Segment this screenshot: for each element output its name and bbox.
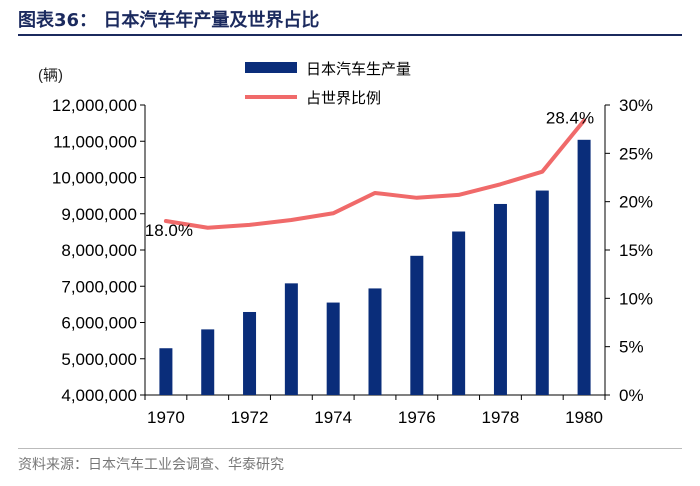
right-axis-tick-label: 10%: [619, 289, 653, 308]
source-note: 资料来源：日本汽车工业会调查、华泰研究: [18, 457, 284, 473]
bar-1979: [535, 190, 549, 395]
chart-area: (辆) 4,000,000 5,000,000 6,000,000 7,000,000…: [38, 61, 653, 427]
left-axis-tick-label: 10,000,000: [52, 169, 137, 188]
bar-1978: [493, 203, 507, 395]
left-axis-tick-label: 8,000,000: [61, 241, 137, 260]
data-labels: 18.0% 28.4%: [145, 108, 594, 240]
right-axis-tick-label: 30%: [619, 96, 653, 115]
data-label: 18.0%: [145, 221, 193, 240]
share-line: [163, 118, 587, 230]
x-axis-tick-label: 1972: [231, 408, 269, 427]
right-axis-tick-label: 25%: [619, 144, 653, 163]
bar-1976: [410, 255, 424, 395]
right-axis-tick-label: 0%: [619, 386, 644, 405]
axes: 4,000,000 5,000,000 6,000,000 7,000,000 8,00…: [52, 96, 653, 427]
x-axis-tick-label: 1970: [147, 408, 185, 427]
y-unit-label: (辆): [38, 67, 63, 84]
x-axis-tick-label: 1974: [314, 408, 352, 427]
left-axis-tick-label: 5,000,000: [61, 350, 137, 369]
left-axis-tick-label: 4,000,000: [61, 386, 137, 405]
x-axis-tick-label: 1980: [565, 408, 603, 427]
left-axis-tick-label: 11,000,000: [53, 132, 137, 151]
bar-1972: [243, 311, 257, 395]
legend-label-line: 占世界比例: [306, 90, 381, 107]
bar-1980: [577, 139, 591, 395]
left-axis-tick-label: 7,000,000: [61, 277, 137, 296]
title-divider: [18, 34, 682, 36]
left-axis-tick-label: 9,000,000: [61, 205, 137, 224]
bar-1974: [326, 302, 340, 395]
footer-divider: [18, 448, 682, 449]
bar-1971: [201, 329, 215, 395]
data-label: 28.4%: [546, 108, 594, 127]
x-axis-tick-label: 1976: [398, 408, 436, 427]
bar-1970: [159, 348, 173, 395]
bar-1977: [452, 231, 466, 395]
x-axis-tick-label: 1978: [482, 408, 520, 427]
right-axis-tick-label: 20%: [619, 193, 653, 212]
line-series: [163, 118, 587, 230]
legend-swatch-bars: [245, 62, 297, 73]
right-axis-tick-label: 15%: [619, 241, 653, 260]
right-axis-tick-label: 5%: [619, 338, 644, 357]
figure-title: 图表36： 日本汽车年产量及世界占比: [18, 10, 320, 31]
bar-1973: [284, 283, 298, 395]
bar-series: [159, 139, 591, 395]
left-axis-tick-label: 6,000,000: [61, 314, 137, 333]
left-axis-tick-label: 12,000,000: [52, 96, 137, 115]
legend-label-bars: 日本汽车生产量: [306, 61, 411, 78]
bar-1975: [368, 288, 382, 395]
